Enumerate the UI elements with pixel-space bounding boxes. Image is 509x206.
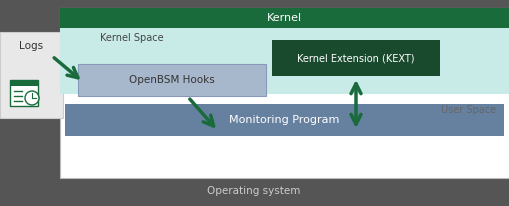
Text: Logs: Logs — [19, 41, 43, 51]
Text: User Space: User Space — [441, 105, 496, 115]
Text: Monitoring Program: Monitoring Program — [229, 115, 339, 125]
Bar — [60, 8, 509, 28]
Text: OpenBSM Hooks: OpenBSM Hooks — [129, 75, 215, 85]
Text: Operating system: Operating system — [207, 186, 301, 196]
Bar — [65, 104, 504, 136]
Text: Kernel: Kernel — [266, 13, 301, 23]
Bar — [0, 32, 63, 118]
Circle shape — [25, 91, 39, 105]
Bar — [10, 80, 38, 106]
Bar — [0, 176, 509, 206]
Bar — [60, 8, 509, 178]
Bar — [60, 28, 509, 94]
Bar — [78, 64, 266, 96]
Bar — [272, 40, 440, 76]
Bar — [10, 80, 38, 86]
Text: Kernel Space: Kernel Space — [100, 33, 163, 43]
Text: Kernel Extension (KEXT): Kernel Extension (KEXT) — [297, 53, 415, 63]
